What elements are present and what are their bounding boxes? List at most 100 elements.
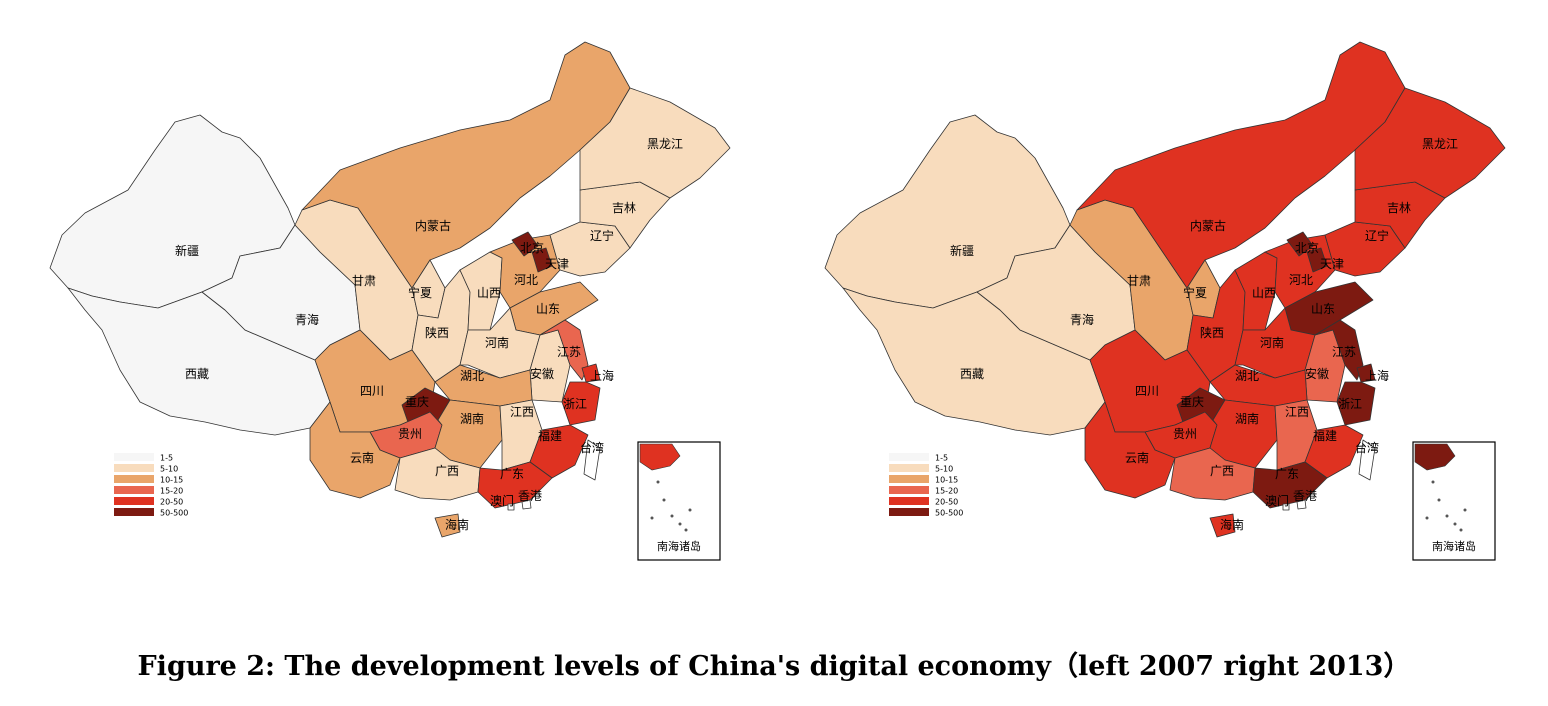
inset-coast (639, 443, 681, 471)
province-label: 青海 (1070, 312, 1094, 327)
province-label: 宁夏 (1183, 285, 1207, 300)
province-label: 山西 (1252, 286, 1276, 300)
province-label: 浙江 (1338, 397, 1362, 411)
legend-label: 15-20 (160, 487, 183, 496)
province-label: 河南 (485, 335, 509, 350)
legend-swatch (889, 475, 929, 483)
province-label: 安徽 (1305, 366, 1329, 381)
province-region (581, 363, 601, 383)
island-dot (650, 516, 654, 520)
province-label: 四川 (1135, 384, 1159, 398)
province-label: 上海 (1365, 368, 1389, 383)
province-region (521, 499, 532, 510)
south-china-sea-inset: 南海诸岛 (1412, 441, 1496, 561)
province-label: 陕西 (425, 325, 449, 340)
legend-swatch (114, 486, 154, 494)
legend-label: 50-500 (160, 509, 188, 518)
province-label: 辽宁 (590, 228, 614, 243)
province-label: 山西 (477, 286, 501, 300)
legend-label: 1-5 (160, 454, 173, 463)
province-region (1252, 461, 1328, 509)
province-region (583, 439, 601, 481)
province-label: 广东 (1275, 467, 1299, 481)
legend-swatch (114, 508, 154, 516)
province-region (434, 513, 461, 538)
province-label: 吉林 (1387, 201, 1411, 215)
province-label: 新疆 (175, 243, 199, 258)
province-label: 台湾 (1355, 440, 1379, 455)
legend-label: 10-15 (935, 476, 958, 485)
province-region (477, 461, 553, 509)
province-region (511, 231, 539, 257)
province-label: 河北 (514, 273, 538, 287)
province-label: 宁夏 (408, 285, 432, 300)
province-label: 湖北 (460, 368, 484, 383)
island-dot (1425, 516, 1429, 520)
legend-swatch (114, 497, 154, 505)
province-label: 江西 (510, 405, 534, 419)
island-dot (662, 498, 666, 502)
legend-swatch (114, 453, 154, 461)
province-label: 贵州 (398, 427, 422, 441)
legend-swatch (889, 453, 929, 461)
legend-swatch (114, 464, 154, 472)
inset-frame (1412, 441, 1496, 561)
province-layer (824, 41, 1506, 538)
province-region (1286, 231, 1314, 257)
province-label: 福建 (1313, 428, 1337, 443)
province-label: 江苏 (1332, 345, 1356, 359)
province-label: 新疆 (950, 243, 974, 258)
province-region (507, 503, 515, 511)
province-label: 重庆 (1180, 395, 1204, 409)
province-label: 天津 (1320, 257, 1344, 271)
island-dot (684, 528, 688, 532)
province-label: 青海 (295, 312, 319, 327)
province-label: 云南 (1125, 450, 1149, 465)
province-region (1356, 363, 1376, 383)
province-layer (49, 41, 731, 538)
island-dot (1445, 514, 1449, 518)
island-dot (1463, 508, 1467, 512)
province-label: 西藏 (185, 367, 209, 381)
province-label: 辽宁 (1365, 228, 1389, 243)
province-label: 广西 (1210, 464, 1234, 478)
province-label: 香港 (518, 489, 542, 503)
province-label: 海南 (445, 517, 469, 532)
province-label: 贵州 (1173, 427, 1197, 441)
legend: 1-5 5-10 10-15 15-20 20-50 50-500 (889, 453, 963, 518)
province-region (1354, 87, 1506, 199)
inset-label: 南海诸岛 (657, 539, 701, 553)
province-label: 云南 (350, 450, 374, 465)
legend-label: 20-50 (935, 498, 958, 507)
map-2013: 新疆 西藏 青海 甘肃 内蒙古 宁夏 陕西 山西 河北 北京 天津 辽宁 吉林 黑龙江 山东 河南 安徽 江苏 上海… (815, 30, 1515, 584)
legend-swatch (889, 497, 929, 505)
province-label: 广西 (435, 464, 459, 478)
island-dot (688, 508, 692, 512)
province-label: 天津 (545, 257, 569, 271)
legend-label: 5-10 (160, 465, 178, 474)
province-label: 内蒙古 (1190, 218, 1226, 233)
province-label: 河北 (1289, 273, 1313, 287)
province-label: 北京 (520, 241, 544, 255)
province-label: 安徽 (530, 366, 554, 381)
island-dot (1437, 498, 1441, 502)
province-label: 吉林 (612, 201, 636, 215)
province-label: 重庆 (405, 395, 429, 409)
province-region (531, 247, 553, 273)
province-label: 湖南 (1235, 411, 1259, 426)
map-2007: 新疆 西藏 青海 甘肃 内蒙古 宁夏 陕西 山西 河北 北京 天津 辽宁 吉林 黑龙江 山东 河南 安徽 江苏 上海… (40, 30, 740, 584)
province-label: 江西 (1285, 405, 1309, 419)
legend-label: 15-20 (935, 487, 958, 496)
province-label: 台湾 (580, 440, 604, 455)
legend-label: 20-50 (160, 498, 183, 507)
province-label: 黑龙江 (1422, 137, 1458, 151)
legend-label: 1-5 (935, 454, 948, 463)
legend-swatch (889, 464, 929, 472)
province-label: 甘肃 (1127, 274, 1151, 288)
province-label: 香港 (1293, 489, 1317, 503)
province-region (1306, 247, 1328, 273)
province-label: 四川 (360, 384, 384, 398)
province-region (1358, 439, 1376, 481)
legend-swatch (889, 486, 929, 494)
